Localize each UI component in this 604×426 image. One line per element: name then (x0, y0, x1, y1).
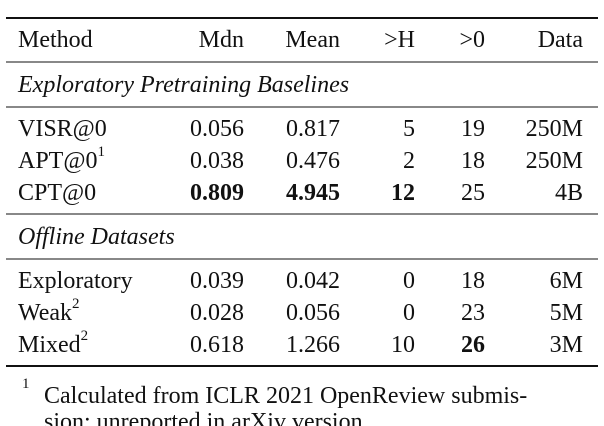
section-title: Exploratory Pretraining Baselines (17, 72, 349, 98)
value-cell: 1.266 (286, 332, 340, 358)
method-cell: Weak2 (18, 296, 80, 326)
value-cell: 5 (403, 116, 415, 142)
value-cell: 18 (461, 148, 485, 174)
column-header: Mdn (199, 27, 244, 53)
method-cell: VISR@0 (18, 116, 107, 142)
value-cell: 26 (461, 332, 485, 358)
method-cell: Exploratory (18, 268, 133, 294)
superscript: 2 (72, 296, 80, 312)
method-name: Mixed (18, 332, 81, 358)
value-cell: 250M (526, 148, 583, 174)
value-cell: 0.038 (190, 148, 244, 174)
value-cell: 0.056 (286, 300, 340, 326)
value-cell: 0.028 (190, 300, 244, 326)
value-cell: 25 (461, 180, 485, 206)
value-cell: 10 (391, 332, 415, 358)
method-cell: Mixed2 (18, 328, 88, 358)
value-cell: 250M (526, 116, 583, 142)
method-name: VISR@0 (18, 116, 107, 142)
column-header: Method (18, 27, 93, 53)
column-header: Mean (285, 27, 340, 53)
value-cell: 0.476 (286, 148, 340, 174)
column-header: >0 (459, 27, 485, 53)
value-cell: 0.817 (286, 116, 340, 142)
value-cell: 6M (550, 268, 583, 294)
column-header: >H (384, 27, 415, 53)
value-cell: 0.618 (190, 332, 244, 358)
value-cell: 3M (550, 332, 583, 358)
value-cell: 0 (403, 268, 415, 294)
value-cell: 0 (403, 300, 415, 326)
value-cell: 4B (555, 180, 583, 206)
value-cell: 23 (461, 300, 485, 326)
footnote-mark: 1 (22, 376, 30, 392)
method-cell: APT@01 (18, 144, 105, 174)
footnote-text: sion; unreported in arXiv version. (44, 409, 369, 426)
superscript: 2 (81, 328, 89, 344)
value-cell: 12 (391, 180, 415, 206)
value-cell: 0.056 (190, 116, 244, 142)
method-cell: CPT@0 (18, 180, 96, 206)
value-cell: 0.039 (190, 268, 244, 294)
method-name: Exploratory (18, 268, 133, 294)
method-name: CPT@0 (18, 180, 96, 206)
value-cell: 4.945 (286, 180, 340, 206)
section-title: Offline Datasets (18, 224, 175, 250)
value-cell: 0.809 (190, 180, 244, 206)
method-name: Weak (18, 300, 72, 326)
footnote-text: Calculated from ICLR 2021 OpenReview sub… (44, 383, 527, 409)
column-header: Data (538, 27, 584, 53)
value-cell: 19 (461, 116, 485, 142)
value-cell: 5M (550, 300, 583, 326)
value-cell: 0.042 (286, 268, 340, 294)
value-cell: 18 (461, 268, 485, 294)
superscript: 1 (97, 144, 105, 160)
value-cell: 2 (403, 148, 415, 174)
method-name: APT@0 (18, 148, 97, 174)
